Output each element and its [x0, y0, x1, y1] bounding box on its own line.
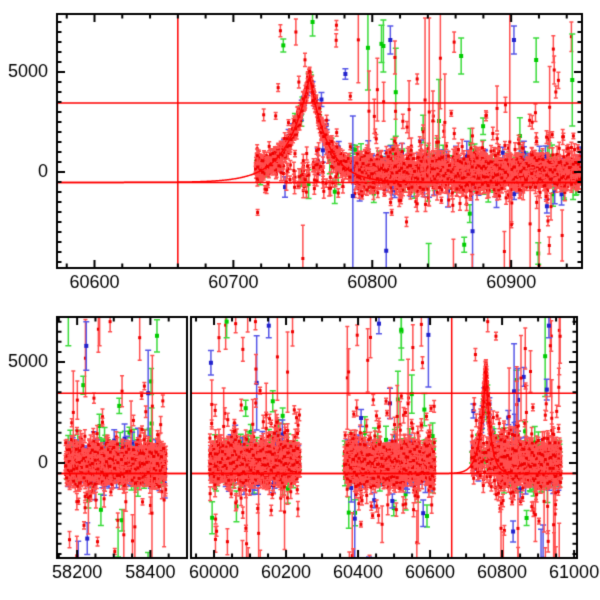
light-curve-figure [0, 0, 600, 600]
light-curve-canvas [0, 0, 600, 600]
